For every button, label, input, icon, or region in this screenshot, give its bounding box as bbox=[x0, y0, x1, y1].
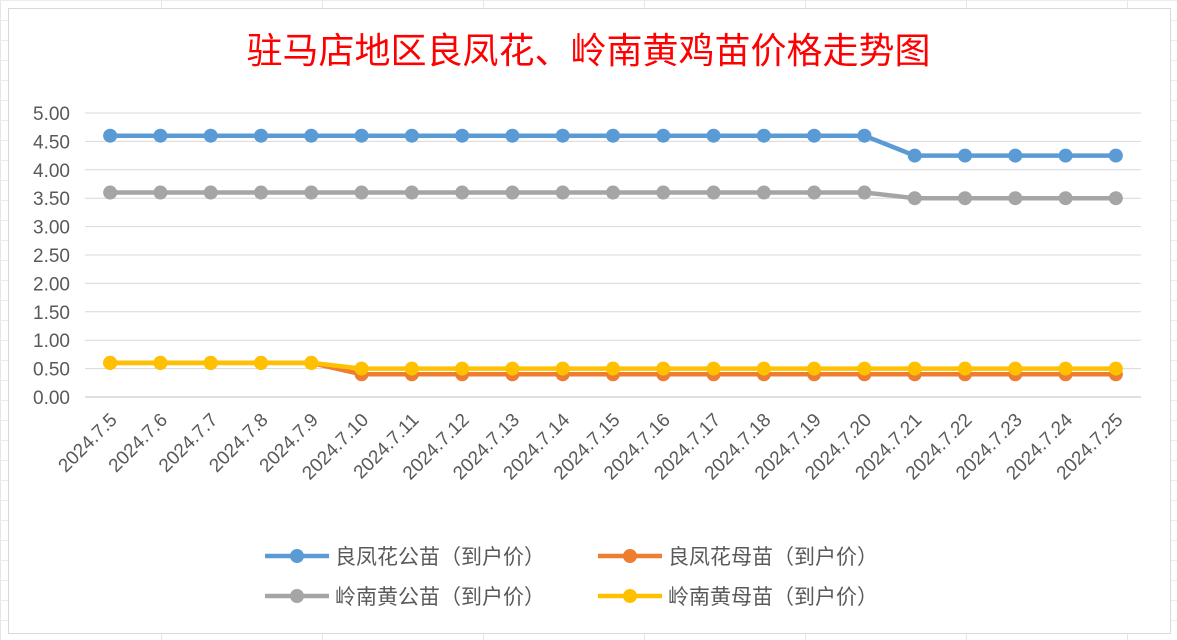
data-point bbox=[756, 128, 771, 143]
data-point bbox=[555, 361, 570, 376]
data-point bbox=[304, 355, 319, 370]
series-4 bbox=[103, 355, 1123, 376]
data-point bbox=[455, 185, 470, 200]
legend-marker bbox=[290, 589, 304, 603]
data-point bbox=[455, 128, 470, 143]
data-point bbox=[103, 185, 118, 200]
data-point bbox=[555, 185, 570, 200]
y-tick-label: 0.50 bbox=[33, 360, 70, 381]
chart-title: 驻马店地区良凤花、岭南黄鸡苗价格走势图 bbox=[246, 31, 931, 72]
x-axis-ticks: 2024.7.52024.7.62024.7.72024.7.82024.7.9… bbox=[55, 409, 1128, 484]
legend-item: 岭南黄公苗（到户价） bbox=[265, 585, 545, 609]
data-point bbox=[555, 128, 570, 143]
data-point bbox=[1008, 361, 1023, 376]
legend-item: 良凤花母苗（到户价） bbox=[598, 545, 878, 569]
data-point bbox=[1058, 148, 1073, 163]
data-point bbox=[807, 361, 822, 376]
y-tick-label: 0.00 bbox=[33, 388, 70, 409]
data-point bbox=[153, 128, 168, 143]
data-point bbox=[656, 185, 671, 200]
data-point bbox=[857, 185, 872, 200]
data-point bbox=[756, 185, 771, 200]
data-point bbox=[606, 361, 620, 376]
data-point bbox=[1108, 191, 1123, 206]
legend-marker bbox=[623, 549, 637, 563]
y-axis-ticks: 0.00 0.50 1.00 1.50 2.00 2.50 3.00 3.50 4.00 4.50… bbox=[33, 104, 70, 409]
legend-label: 良凤花公苗（到户价） bbox=[335, 545, 545, 569]
data-point bbox=[656, 128, 671, 143]
gridlines bbox=[85, 112, 1141, 398]
data-point bbox=[958, 191, 972, 206]
data-point bbox=[958, 361, 972, 376]
data-point bbox=[606, 185, 620, 200]
data-point bbox=[706, 185, 721, 200]
data-point bbox=[354, 128, 369, 143]
data-point bbox=[907, 148, 922, 163]
data-point bbox=[203, 355, 218, 370]
chart-area[interactable] bbox=[8, 8, 1171, 634]
data-point bbox=[404, 361, 419, 376]
data-point bbox=[103, 355, 118, 370]
data-point bbox=[1058, 191, 1073, 206]
data-point bbox=[807, 185, 822, 200]
legend-marker bbox=[623, 589, 637, 603]
data-point bbox=[354, 185, 369, 200]
data-point bbox=[153, 355, 168, 370]
data-point bbox=[1058, 361, 1073, 376]
data-point bbox=[1008, 148, 1023, 163]
data-point bbox=[455, 361, 470, 376]
data-point bbox=[505, 361, 520, 376]
data-point bbox=[505, 128, 520, 143]
data-point bbox=[404, 128, 419, 143]
y-tick-label: 1.50 bbox=[33, 303, 70, 324]
series-3 bbox=[103, 185, 1123, 206]
data-point bbox=[1108, 361, 1123, 376]
legend-label: 良凤花母苗（到户价） bbox=[668, 545, 878, 569]
data-point bbox=[1108, 148, 1123, 163]
data-point bbox=[505, 185, 520, 200]
legend-marker bbox=[290, 549, 304, 563]
legend-label: 岭南黄母苗（到户价） bbox=[668, 585, 878, 609]
data-point bbox=[404, 185, 419, 200]
y-tick-label: 4.50 bbox=[33, 132, 70, 153]
data-point bbox=[857, 361, 872, 376]
data-point bbox=[907, 361, 922, 376]
data-point bbox=[153, 185, 168, 200]
data-point bbox=[857, 128, 872, 143]
y-tick-label: 1.00 bbox=[33, 331, 70, 352]
y-tick-label: 3.50 bbox=[33, 189, 70, 210]
y-tick-label: 3.00 bbox=[33, 218, 70, 239]
data-point bbox=[304, 128, 319, 143]
data-point bbox=[254, 185, 268, 200]
legend-item: 岭南黄母苗（到户价） bbox=[598, 585, 878, 609]
data-point bbox=[907, 191, 922, 206]
y-tick-label: 5.00 bbox=[33, 104, 70, 125]
data-point bbox=[656, 361, 671, 376]
data-point bbox=[756, 361, 771, 376]
data-point bbox=[203, 185, 218, 200]
data-point bbox=[254, 355, 268, 370]
data-point bbox=[304, 185, 319, 200]
series-lines bbox=[103, 128, 1123, 382]
data-point bbox=[958, 148, 972, 163]
legend: 良凤花公苗（到户价） 良凤花母苗（到户价） 岭南黄公苗（到户价） 岭南黄母苗（到户价） bbox=[265, 545, 878, 609]
legend-label: 岭南黄公苗（到户价） bbox=[335, 585, 545, 609]
data-point bbox=[807, 128, 822, 143]
data-point bbox=[706, 128, 721, 143]
y-tick-label: 2.50 bbox=[33, 246, 70, 267]
data-point bbox=[1008, 191, 1023, 206]
data-point bbox=[354, 361, 369, 376]
legend-item: 良凤花公苗（到户价） bbox=[265, 545, 545, 569]
data-point bbox=[706, 361, 721, 376]
data-point bbox=[254, 128, 268, 143]
data-point bbox=[606, 128, 620, 143]
series-1 bbox=[103, 128, 1123, 163]
data-point bbox=[103, 128, 118, 143]
y-tick-label: 2.00 bbox=[33, 274, 70, 295]
data-point bbox=[203, 128, 218, 143]
y-tick-label: 4.00 bbox=[33, 161, 70, 182]
